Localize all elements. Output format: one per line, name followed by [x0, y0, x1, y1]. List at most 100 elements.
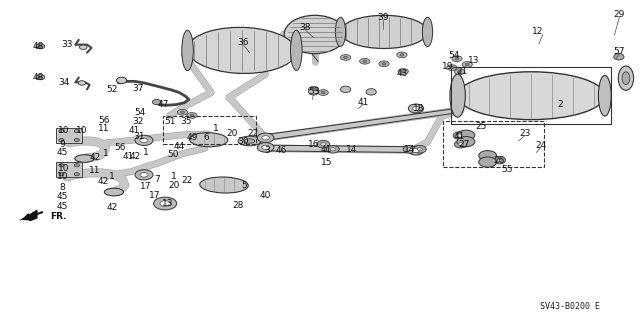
- Ellipse shape: [318, 90, 328, 95]
- Text: 33: 33: [61, 40, 73, 49]
- Ellipse shape: [598, 75, 611, 116]
- Ellipse shape: [262, 145, 269, 150]
- Text: 17: 17: [140, 182, 152, 191]
- Text: 29: 29: [614, 10, 625, 19]
- Ellipse shape: [618, 66, 634, 90]
- Text: 30: 30: [237, 137, 249, 146]
- Text: 6: 6: [204, 133, 209, 142]
- Text: 20: 20: [168, 181, 180, 189]
- Ellipse shape: [457, 134, 462, 137]
- Ellipse shape: [340, 86, 351, 93]
- Ellipse shape: [257, 133, 274, 143]
- Ellipse shape: [190, 114, 194, 117]
- Ellipse shape: [187, 113, 197, 118]
- Text: 56: 56: [115, 143, 126, 152]
- Text: 41: 41: [321, 145, 332, 154]
- Text: 10: 10: [57, 172, 68, 181]
- Ellipse shape: [452, 56, 462, 62]
- Ellipse shape: [284, 15, 346, 54]
- Text: 31: 31: [134, 132, 145, 141]
- Text: 42: 42: [98, 177, 109, 186]
- Ellipse shape: [160, 201, 170, 206]
- Ellipse shape: [413, 149, 419, 152]
- Ellipse shape: [135, 135, 153, 145]
- Ellipse shape: [38, 45, 42, 47]
- Text: 1: 1: [143, 148, 148, 157]
- Text: 48: 48: [33, 73, 44, 82]
- Text: 34: 34: [58, 78, 70, 87]
- Text: 12: 12: [532, 27, 543, 36]
- Text: 41: 41: [122, 152, 134, 161]
- Text: 13: 13: [162, 199, 173, 208]
- Ellipse shape: [257, 143, 274, 152]
- Text: 2: 2: [557, 100, 563, 109]
- Ellipse shape: [462, 62, 472, 67]
- Text: 15: 15: [321, 158, 332, 167]
- Ellipse shape: [382, 63, 386, 65]
- Ellipse shape: [407, 148, 412, 151]
- Ellipse shape: [450, 74, 465, 117]
- Ellipse shape: [308, 89, 319, 95]
- Bar: [443, 121, 544, 167]
- Ellipse shape: [180, 111, 184, 114]
- Ellipse shape: [622, 72, 630, 85]
- Ellipse shape: [244, 139, 255, 143]
- Ellipse shape: [458, 72, 605, 120]
- Ellipse shape: [177, 109, 188, 115]
- Text: 20: 20: [226, 129, 237, 138]
- Text: 39: 39: [377, 13, 388, 22]
- Text: 41: 41: [129, 126, 140, 135]
- Ellipse shape: [59, 173, 64, 176]
- Ellipse shape: [308, 86, 319, 92]
- Text: 17: 17: [149, 191, 161, 200]
- Text: 36: 36: [237, 38, 249, 47]
- Text: 38: 38: [299, 23, 310, 32]
- Text: 25: 25: [476, 122, 487, 130]
- Ellipse shape: [344, 56, 348, 59]
- Text: 23: 23: [519, 129, 531, 138]
- Ellipse shape: [335, 17, 346, 47]
- Text: 49: 49: [186, 133, 198, 142]
- Text: 1: 1: [109, 172, 115, 181]
- Text: 47: 47: [157, 100, 169, 109]
- Ellipse shape: [59, 164, 64, 167]
- Text: 42: 42: [106, 204, 118, 212]
- Text: 41: 41: [358, 98, 369, 107]
- Ellipse shape: [59, 138, 64, 142]
- Text: 27: 27: [458, 140, 470, 149]
- Ellipse shape: [135, 170, 153, 180]
- Text: 3: 3: [265, 146, 270, 155]
- Ellipse shape: [36, 44, 45, 49]
- Text: 14: 14: [404, 145, 415, 154]
- Ellipse shape: [497, 159, 502, 162]
- Ellipse shape: [74, 173, 79, 176]
- Text: 5: 5: [242, 181, 247, 190]
- Ellipse shape: [379, 61, 389, 67]
- Ellipse shape: [75, 155, 94, 162]
- Text: 22: 22: [181, 176, 193, 185]
- Ellipse shape: [321, 143, 326, 146]
- Ellipse shape: [312, 88, 316, 91]
- Ellipse shape: [447, 65, 457, 70]
- Text: 40: 40: [260, 191, 271, 200]
- Text: FR.: FR.: [50, 212, 67, 221]
- Ellipse shape: [59, 130, 64, 133]
- Text: 21: 21: [456, 67, 468, 76]
- Text: 10: 10: [58, 126, 70, 135]
- Text: 9: 9: [60, 140, 65, 149]
- Ellipse shape: [189, 133, 228, 147]
- Text: 56: 56: [99, 116, 110, 125]
- Text: 37: 37: [132, 84, 143, 93]
- Ellipse shape: [317, 140, 330, 148]
- Ellipse shape: [454, 69, 465, 75]
- Ellipse shape: [422, 17, 433, 47]
- Text: 57: 57: [614, 47, 625, 56]
- Text: 8: 8: [60, 183, 65, 192]
- Ellipse shape: [188, 27, 296, 73]
- Ellipse shape: [340, 55, 351, 60]
- Ellipse shape: [493, 156, 506, 164]
- Text: 42: 42: [89, 153, 100, 162]
- Ellipse shape: [152, 100, 161, 105]
- Bar: [451, 67, 611, 124]
- Ellipse shape: [455, 57, 459, 60]
